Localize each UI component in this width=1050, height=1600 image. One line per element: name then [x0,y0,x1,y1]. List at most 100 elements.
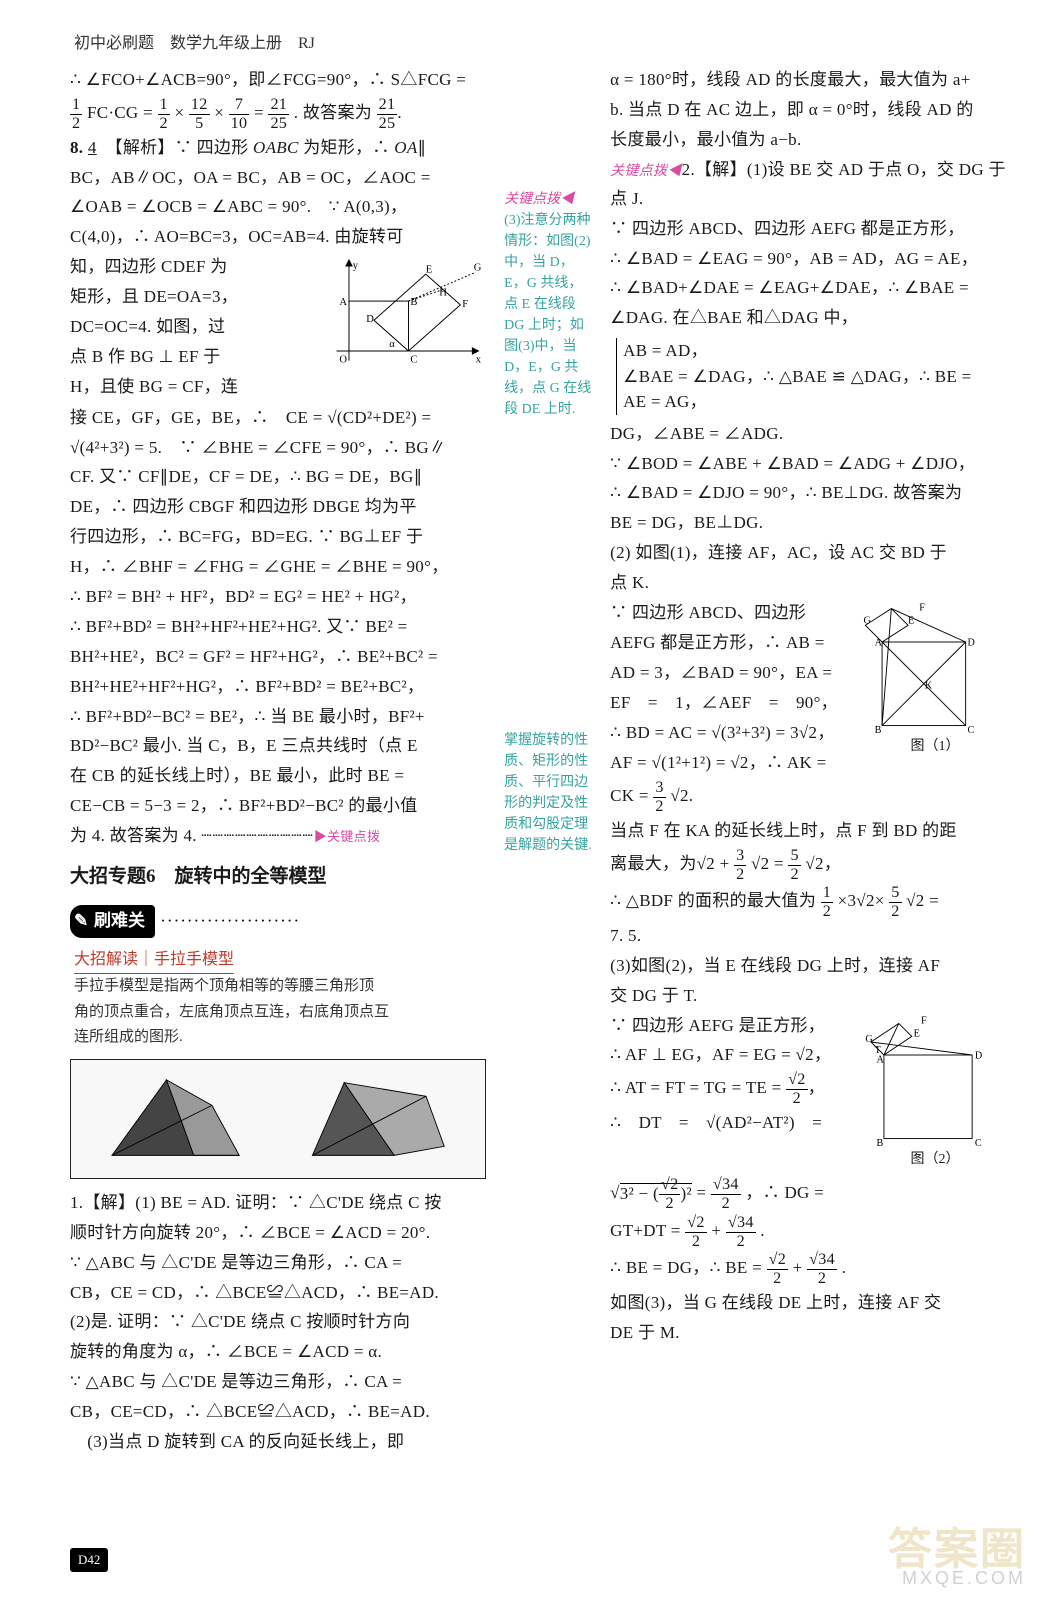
svg-text:F: F [919,603,925,613]
text-line: 1.【解】(1) BE = AD. 证明：∵ △C'DE 绕点 C 按 [70,1189,486,1218]
svg-text:H: H [439,287,447,298]
page-header: 初中必刷题 数学九年级上册 RJ [70,30,1010,57]
svg-text:B: B [877,1138,884,1146]
figure-caption: 图（2） [860,1148,1010,1172]
text-line: ∵ 四边形 ABCD、四边形 AEFG 都是正方形， [610,215,1010,244]
text-line: CB，CE = CD，∴ △BCE≌△ACD，∴ BE=AD. [70,1279,486,1308]
svg-text:C: C [411,355,418,366]
svg-text:C: C [975,1138,982,1146]
text-line: ∴ △BDF 的面积的最大值为 12 ×3√2× 52 √2 = [610,884,1010,921]
svg-text:G: G [474,263,482,274]
answer-value: 4 [88,138,97,157]
text-line: CB，CE=CD，∴ △BCE≌△ACD，∴ BE=AD. [70,1398,486,1427]
figure-1: A D B C G E F K 图（1） [860,603,1010,759]
text-line: BH²+HE²+HF²+HG²，∴ BF²+BD² = BE²+BC²， [70,673,486,702]
text-line: 接 CE，GF，GE，BE，∴ CE = √(CD²+DE²) = [70,404,486,433]
shua-badge: 刷难关 ····················· [70,899,486,944]
text-line: 如图(3)，当 G 在线段 DE 上时，连接 AF 交 [610,1289,1010,1318]
text-line: 当点 F 在 KA 的延长线上时，点 F 到 BD 的距 [610,817,1010,846]
text-line: 长度最小，最小值为 a−b. [610,126,1010,155]
text-line: 8. 4 【解析】∵ 四边形 OABC 为矩形，∴ OA∥ [70,134,486,163]
watermark-url: MXQE.COM [902,1563,1026,1594]
text-line: 为 4. 故答案为 4. ┈┈┈┈┈┈┈┈┈┈▶关键点拨 [70,822,486,851]
svg-text:D: D [975,1050,982,1061]
svg-text:G: G [865,1034,873,1045]
text-line: CK = 32 √2. [610,779,1010,816]
text-line: 关键点拨◀2.【解】(1)设 BE 交 AD 于点 O，交 DG 于点 J. [610,156,1010,214]
text-line: DG，∠ABE = ∠ADG. [610,420,1010,449]
text-line: BC，AB∥OC，OA = BC，AB = OC，∠AOC = [70,164,486,193]
svg-text:D: D [968,638,975,649]
svg-text:E: E [426,264,432,275]
svg-text:α: α [389,339,395,350]
text-line: 交 DG 于 T. [610,982,1010,1011]
text-line: 12 FC·CG = 12 × 125 × 710 = 2125 . 故答案为 … [70,96,486,133]
text-line: H，且使 BG = CF，连 [70,373,486,402]
text-line: BE = DG，BE⊥DG. [610,509,1010,538]
svg-text:A: A [340,297,348,308]
svg-text:B: B [875,725,882,733]
text-line: ∵ △ABC 与 △C'DE 是等边三角形，∴ CA = [70,1249,486,1278]
text-line: b. 当点 D 在 AC 边上，即 α = 0°时，线段 AD 的 [610,96,1010,125]
text-line: ∴ BF²+BD²−BC² = BE²，∴ 当 BE 最小时，BF²+ [70,703,486,732]
svg-text:F: F [921,1016,927,1026]
text-line: ∴ ∠BAD = ∠EAG = 90°，AB = AD，AG = AE， [610,245,1010,274]
text-line: (2) 如图(1)，连接 AF，AC，设 AC 交 BD 于 [610,539,1010,568]
svg-text:F: F [462,299,468,310]
page-number-badge: D42 [70,1548,108,1572]
text-line: ∴ BF²+BD² = BH²+HF²+HE²+HG². 又∵ BE² = [70,613,486,642]
text-line: ∴ ∠BAD+∠DAE = ∠EAG+∠DAE，∴ ∠BAE = [610,274,1010,303]
figure-rotated-rect: O y x A B C D E F G H α [331,255,486,375]
text-line: H，∴ ∠BHF = ∠FHG = ∠GHE = ∠BHE = 90°， [70,553,486,582]
left-column: ∴ ∠FCO+∠ACB=90°，即∠FCG=90°，∴ S△FCG = 12 F… [70,65,486,1458]
model-illustration [70,1059,486,1179]
svg-text:C: C [968,725,975,733]
margin-notes: 关键点拨◀ (3)注意分两种情形：如图(2)中，当 D，E，G 共线，点 E 在… [504,65,592,1458]
text-line: 离最大，为√2 + 32 √2 = 52 √2， [610,847,1010,884]
svg-text:E: E [914,1028,920,1039]
text-line: ∴ BE = DG，∴ BE = √22 + √342 . [610,1251,1010,1288]
margin-note-text: 掌握旋转的性质、矩形的性质、平行四边形的判定及性质和勾股定理是解题的关键. [504,730,592,856]
svg-text:D: D [366,314,374,325]
svg-text:K: K [925,680,933,691]
svg-text:T: T [875,1045,882,1056]
page-columns: ∴ ∠FCO+∠ACB=90°，即∠FCG=90°，∴ S△FCG = 12 F… [70,65,1010,1458]
text-line: 行四边形，∴ BC=FG，BD=EG. ∵ BG⊥EF 于 [70,523,486,552]
svg-text:A: A [875,638,883,649]
text-line: √3² − (√22)² = √342 ，∴ DG = [610,1176,1010,1213]
text-line: 7. 5. [610,922,1010,951]
text-line: ∴ BF² = BH² + HF²，BD² = EG² = HE² + HG²， [70,583,486,612]
svg-text:x: x [476,355,482,366]
tip-box: 大招解读｜手拉手模型 手拉手模型是指两个顶角相等的等腰三角形顶 角的顶点重合，左… [70,944,486,1053]
key-label: 关键点拨◀ [504,189,592,210]
text-line: CF. 又∵ CF∥DE，CF = DE，∴ BG = DE，BG∥ [70,463,486,492]
note-arrow-icon: ▶关键点拨 [314,829,381,844]
tip-title: 大招解读｜手拉手模型 [74,946,234,974]
text-line: ∴ ∠FCO+∠ACB=90°，即∠FCG=90°，∴ S△FCG = [70,66,486,95]
text-line: DE 于 M. [610,1319,1010,1348]
svg-text:y: y [353,261,359,272]
text-line: 顺时针方向旋转 20°，∴ ∠BCE = ∠ACD = 20°. [70,1219,486,1248]
text-line: C(4,0)，∴ AO=BC=3，OC=AB=4. 由旋转可 [70,223,486,252]
text-line: ∵ ∠BOD = ∠ABE + ∠BAD = ∠ADG + ∠DJO， [610,450,1010,479]
margin-note-text: (3)注意分两种情形：如图(2)中，当 D，E，G 共线，点 E 在线段 DG … [504,210,592,420]
text-line: DE，∴ 四边形 CBGF 和四边形 DBGE 均为平 [70,493,486,522]
text-line: √(4²+3²) = 5. ∵ ∠BHE = ∠CFE = 90°，∴ BG∥ [70,434,486,463]
svg-text:G: G [864,615,872,626]
text-line: (2)是. 证明：∵ △C'DE 绕点 C 按顺时针方向 [70,1308,486,1337]
right-column: α = 180°时，线段 AD 的长度最大，最大值为 a+ b. 当点 D 在 … [610,65,1010,1458]
text-line: ∵ △ABC 与 △C'DE 是等边三角形，∴ CA = [70,1368,486,1397]
text-line: BD²−BC² 最小. 当 C，B，E 三点共线时（点 E [70,732,486,761]
text-line: ∴ ∠BAD = ∠DJO = 90°，∴ BE⊥DG. 故答案为 [610,479,1010,508]
figure-2: A D B C G E F T 图（2） [860,1016,1010,1172]
text-line: GT+DT = √22 + √342 . [610,1214,1010,1251]
text-line: (3)如图(2)，当 E 在线段 DG 上时，连接 AF [610,952,1010,981]
figure-caption: 图（1） [860,735,1010,759]
text-line: ∠OAB = ∠OCB = ∠ABC = 90°. ∵ A(0,3)， [70,193,486,222]
section-title: 大招专题6 旋转中的全等模型 [70,861,486,893]
text-line: 在 CB 的延长线上时），BE 最小，此时 BE = [70,762,486,791]
text-line: ∠DAG. 在△BAE 和△DAG 中， [610,304,1010,333]
text-line: α = 180°时，线段 AD 的长度最大，最大值为 a+ [610,66,1010,95]
text-line: CE−CB = 5−3 = 2，∴ BF²+BD²−BC² 的最小值 [70,792,486,821]
text-line: 旋转的角度为 α，∴ ∠BCE = ∠ACD = α. [70,1338,486,1367]
